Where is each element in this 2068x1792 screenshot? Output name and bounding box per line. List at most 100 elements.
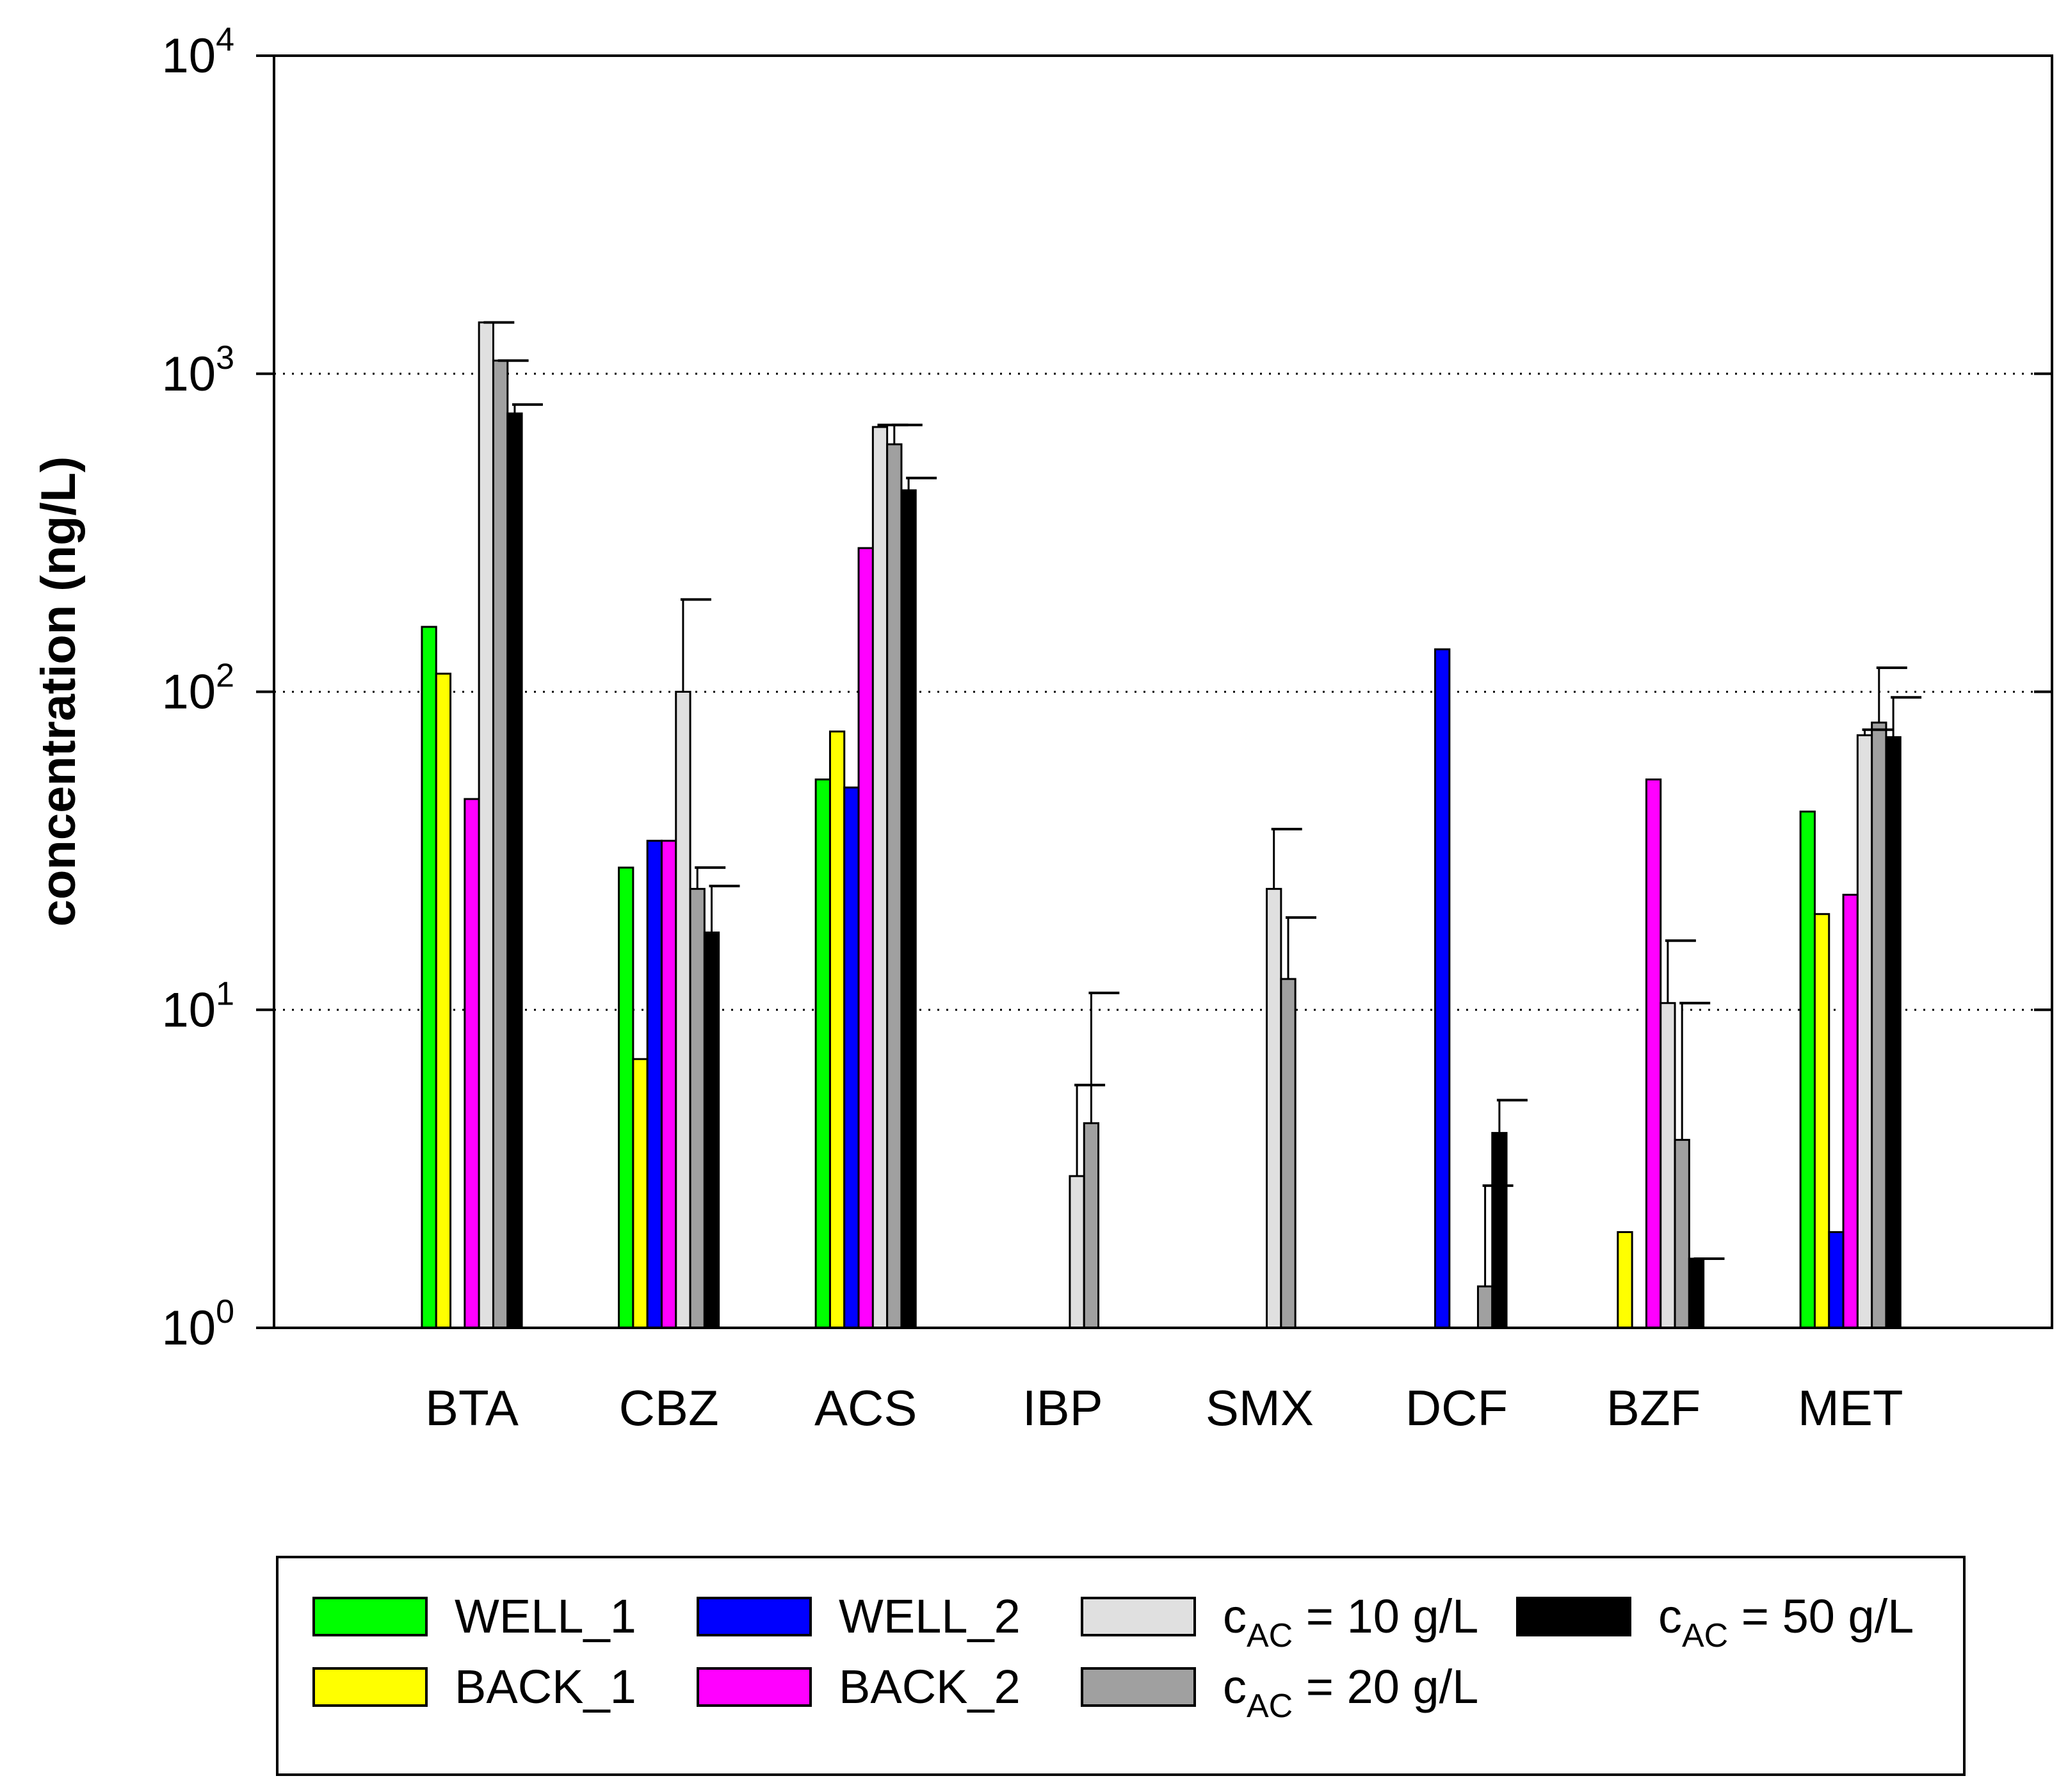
legend-item-c-ac-10-g-l: cAC = 10 g/L	[1081, 1590, 1478, 1654]
legend-label-rest: = 10 g/L	[1293, 1590, 1478, 1643]
bar-ibp-c-ac-10-g-l	[1069, 1175, 1085, 1329]
x-tick-label-dcf: DCF	[1405, 1380, 1508, 1436]
legend-item-c-ac-50-g-l: cAC = 50 g/L	[1516, 1590, 1914, 1654]
bar-acs-back-1	[828, 731, 846, 1329]
legend-item-well-2: WELL_2	[697, 1590, 1021, 1643]
bar-met-well-1	[1799, 811, 1816, 1329]
bar-cbz-c-ac-50-g-l	[703, 932, 720, 1329]
y-tick-label: 103	[162, 339, 234, 401]
gridlines	[274, 373, 2052, 1011]
y-tick-exponent: 3	[216, 339, 234, 376]
bar-met-well-2	[1828, 1231, 1845, 1329]
bar-bzf-c-ac-20-g-l	[1674, 1138, 1690, 1329]
bar-met-c-ac-50-g-l	[1885, 736, 1902, 1329]
y-tick-base: 10	[162, 983, 216, 1037]
legend-label-rest: = 50 g/L	[1728, 1590, 1914, 1643]
bar-bzf-c-ac-10-g-l	[1660, 1002, 1676, 1329]
legend-label-rest: = 20 g/L	[1293, 1660, 1478, 1713]
bar-met-c-ac-10-g-l	[1856, 734, 1873, 1329]
bar-acs-c-ac-20-g-l	[886, 443, 903, 1329]
y-tick-exponent: 0	[216, 1293, 234, 1330]
bar-bzf-back-1	[1617, 1231, 1633, 1329]
legend-swatch	[697, 1667, 812, 1707]
bar-bta-back-2	[464, 798, 480, 1329]
legend-label-main: c	[1658, 1590, 1682, 1643]
bar-smx-c-ac-10-g-l	[1266, 887, 1282, 1329]
legend-label: WELL_2	[839, 1590, 1021, 1643]
bar-acs-well-2	[843, 786, 860, 1329]
bar-bta-c-ac-20-g-l	[492, 359, 509, 1329]
bar-bzf-back-2	[1645, 778, 1662, 1329]
legend-swatch	[312, 1597, 428, 1636]
bar-cbz-back-1	[632, 1058, 649, 1329]
bar-bta-c-ac-50-g-l	[506, 412, 523, 1329]
bar-met-back-1	[1813, 913, 1830, 1329]
legend-label: cAC = 20 g/L	[1223, 1660, 1478, 1725]
bar-bta-back-1	[435, 672, 452, 1329]
y-tick-base: 10	[162, 347, 216, 401]
x-tick-label-bzf: BZF	[1606, 1380, 1700, 1436]
x-tick-label-ibp: IBP	[1022, 1380, 1103, 1436]
x-axis-labels: BTA CBZ ACS IBP SMX DCF BZF MET	[425, 1380, 1903, 1436]
bar-acs-c-ac-10-g-l	[871, 426, 889, 1329]
legend-item-well-1: WELL_1	[312, 1590, 636, 1643]
y-tick-exponent: 2	[216, 658, 234, 695]
legend-label: BACK_2	[839, 1660, 1021, 1713]
bar-cbz-back-2	[660, 839, 677, 1329]
legend-label: WELL_1	[455, 1590, 636, 1643]
y-tick-base: 10	[162, 29, 216, 83]
error-bars	[483, 321, 1922, 1287]
y-tick-base: 10	[162, 665, 216, 720]
bar-smx-c-ac-20-g-l	[1280, 978, 1297, 1329]
y-tick-label: 100	[162, 1293, 234, 1355]
bar-bta-well-1	[421, 626, 437, 1329]
legend-swatch	[1516, 1597, 1631, 1636]
y-tick-base: 10	[162, 1301, 216, 1355]
bar-cbz-well-1	[618, 866, 634, 1329]
y-axis-label: concentration (ng/L)	[31, 456, 86, 927]
legend-swatch	[1081, 1597, 1196, 1636]
bar-dcf-well-2	[1434, 648, 1451, 1329]
legend-label-subscript: AC	[1247, 1617, 1293, 1654]
bar-cbz-c-ac-20-g-l	[689, 887, 706, 1329]
legend-label-main: c	[1223, 1660, 1247, 1713]
legend-label: BACK_1	[455, 1660, 636, 1713]
legend-label: cAC = 10 g/L	[1223, 1590, 1478, 1654]
x-tick-label-met: MET	[1798, 1380, 1903, 1436]
legend-swatch	[312, 1667, 428, 1707]
legend-label-subscript: AC	[1682, 1617, 1728, 1654]
y-tick-label: 104	[162, 21, 234, 83]
y-tick-label: 101	[162, 975, 234, 1037]
x-tick-label-acs: ACS	[814, 1380, 917, 1436]
legend-item-c-ac-20-g-l: cAC = 20 g/L	[1081, 1660, 1478, 1725]
legend-box	[276, 1556, 1966, 1776]
x-tick-label-cbz: CBZ	[619, 1380, 719, 1436]
legend-label-main: c	[1223, 1590, 1247, 1643]
legend-swatch	[1081, 1667, 1196, 1707]
bar-dcf-c-ac-50-g-l	[1491, 1132, 1508, 1329]
legend-item-back-1: BACK_1	[312, 1660, 636, 1713]
bar-cbz-c-ac-10-g-l	[675, 691, 691, 1329]
bar-ibp-c-ac-20-g-l	[1083, 1122, 1100, 1329]
bar-acs-back-2	[857, 547, 874, 1329]
x-tick-label-smx: SMX	[1206, 1380, 1314, 1436]
bar-met-c-ac-20-g-l	[1871, 722, 1887, 1329]
y-tick-exponent: 4	[216, 21, 234, 58]
bar-bta-c-ac-10-g-l	[478, 321, 494, 1329]
bar-cbz-well-2	[646, 839, 663, 1329]
x-tick-label-bta: BTA	[425, 1380, 519, 1436]
legend-item-back-2: BACK_2	[697, 1660, 1021, 1713]
bar-met-back-2	[1842, 894, 1859, 1329]
bar-acs-c-ac-50-g-l	[900, 489, 917, 1329]
bar-dcf-c-ac-20-g-l	[1476, 1285, 1494, 1329]
bar-acs-well-1	[814, 778, 831, 1329]
legend-label-subscript: AC	[1247, 1688, 1293, 1725]
y-tick-exponent: 1	[216, 975, 234, 1012]
legend-swatch	[697, 1597, 812, 1636]
legend-label: cAC = 50 g/L	[1658, 1590, 1914, 1654]
y-tick-label: 102	[162, 658, 234, 720]
